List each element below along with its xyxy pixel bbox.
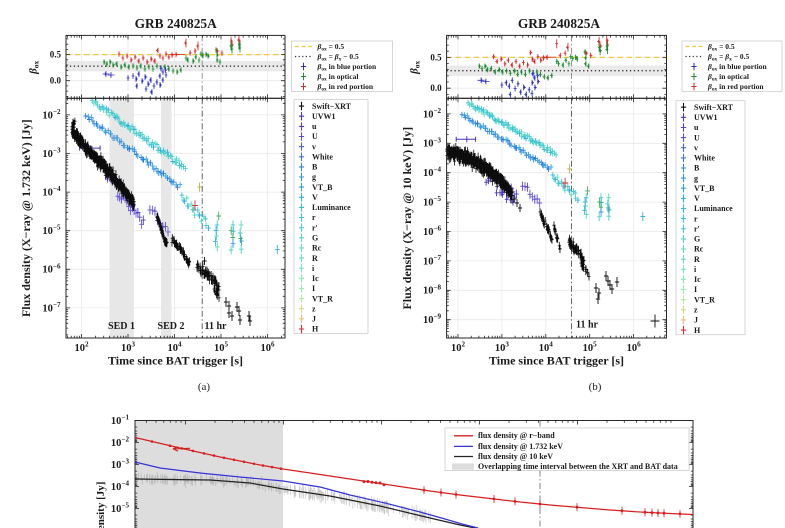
svg-text:U: U	[312, 132, 318, 141]
svg-text:Flux density (X−ray @ 10 keV): Flux density (X−ray @ 10 keV) [Jy]	[400, 127, 414, 310]
svg-text:J: J	[694, 316, 698, 325]
svg-text:r′: r′	[694, 225, 700, 234]
svg-text:SED 2: SED 2	[158, 321, 185, 332]
svg-text:g: g	[694, 174, 698, 183]
svg-text:z: z	[694, 306, 698, 315]
svg-text:Rc: Rc	[312, 244, 322, 253]
svg-text:Ic: Ic	[694, 275, 701, 284]
svg-text:βox = 0.5: βox = 0.5	[317, 42, 345, 52]
svg-text:R: R	[694, 255, 700, 264]
svg-text:V: V	[312, 193, 318, 202]
svg-text:r: r	[312, 213, 316, 222]
svg-text:βox = 0.5: βox = 0.5	[707, 42, 735, 52]
svg-text:VT_R: VT_R	[694, 295, 715, 304]
svg-text:βox in optical: βox in optical	[317, 72, 359, 82]
svg-text:V: V	[694, 194, 700, 203]
svg-text:0.0: 0.0	[430, 83, 442, 93]
svg-text:βox = βx − 0.5: βox = βx − 0.5	[317, 52, 359, 62]
svg-text:g: g	[312, 173, 316, 182]
svg-text:B: B	[312, 163, 318, 172]
svg-text:H: H	[312, 325, 319, 334]
svg-text:R: R	[312, 254, 318, 263]
svg-text:I: I	[312, 284, 315, 293]
svg-text:J: J	[312, 315, 316, 324]
svg-text:v: v	[312, 142, 316, 151]
svg-text:Overlapping time interval betw: Overlapping time interval between the XR…	[478, 462, 678, 471]
svg-text:UVW1: UVW1	[694, 113, 718, 122]
svg-text:G: G	[694, 235, 700, 244]
svg-text:0.5: 0.5	[430, 52, 442, 62]
svg-text:Luminance: Luminance	[694, 204, 733, 213]
svg-text:UVW1: UVW1	[312, 112, 336, 121]
svg-text:11 hr: 11 hr	[576, 320, 599, 331]
svg-text:B: B	[694, 164, 700, 173]
svg-text:VT_B: VT_B	[694, 184, 715, 193]
svg-text:flux density @ 1.732 keV: flux density @ 1.732 keV	[478, 442, 563, 451]
svg-text:0.5: 0.5	[50, 50, 62, 60]
svg-text:r′: r′	[312, 223, 318, 232]
svg-text:βox in optical: βox in optical	[707, 72, 749, 82]
svg-text:U: U	[694, 133, 700, 142]
svg-text:11 hr: 11 hr	[205, 321, 228, 332]
svg-text:Time since BAT trigger [s]: Time since BAT trigger [s]	[108, 354, 243, 368]
svg-text:βox in red portion: βox in red portion	[707, 82, 764, 92]
svg-text:0.0: 0.0	[50, 76, 62, 86]
svg-text:i: i	[312, 264, 315, 273]
svg-text:GRB 240825A: GRB 240825A	[135, 16, 218, 31]
svg-text:i: i	[694, 265, 697, 274]
svg-text:G: G	[312, 234, 318, 243]
svg-text:Swift−XRT: Swift−XRT	[312, 102, 352, 111]
svg-text:βox in red portion: βox in red portion	[317, 82, 374, 92]
svg-text:I: I	[694, 285, 697, 294]
svg-text:βox in blue portion: βox in blue portion	[317, 62, 377, 72]
svg-text:GRB 240825A: GRB 240825A	[518, 16, 601, 31]
svg-text:r: r	[694, 214, 698, 223]
svg-text:SED 1: SED 1	[108, 321, 135, 332]
svg-text:u: u	[312, 122, 317, 131]
svg-text:Flux density (X−ray @ 1.732 ke: Flux density (X−ray @ 1.732 keV) [Jy]	[19, 119, 33, 317]
svg-text:(b): (b)	[589, 381, 602, 393]
svg-text:VT_B: VT_B	[312, 183, 333, 192]
svg-text:(a): (a)	[198, 381, 211, 393]
svg-text:H: H	[694, 326, 701, 335]
svg-text:Time since BAT trigger [s]: Time since BAT trigger [s]	[489, 354, 624, 368]
svg-text:Flux density [Jy]: Flux density [Jy]	[95, 482, 107, 528]
svg-text:βox: βox	[28, 60, 41, 74]
svg-text:Ic: Ic	[312, 274, 319, 283]
svg-text:Luminance: Luminance	[312, 203, 351, 212]
svg-text:βox = βx − 0.5: βox = βx − 0.5	[707, 52, 749, 62]
svg-text:Swift−XRT: Swift−XRT	[694, 103, 734, 112]
svg-text:βox in blue portion: βox in blue portion	[707, 62, 767, 72]
svg-text:White: White	[694, 154, 715, 163]
svg-text:flux density @ 10 keV: flux density @ 10 keV	[478, 452, 553, 461]
svg-text:u: u	[694, 123, 699, 132]
svg-text:flux density @ r−band: flux density @ r−band	[478, 431, 555, 440]
svg-text:White: White	[312, 152, 333, 161]
svg-text:VT_R: VT_R	[312, 294, 333, 303]
svg-text:v: v	[694, 143, 698, 152]
svg-text:βox: βox	[409, 60, 422, 74]
svg-text:z: z	[312, 304, 316, 313]
svg-text:Rc: Rc	[694, 245, 704, 254]
